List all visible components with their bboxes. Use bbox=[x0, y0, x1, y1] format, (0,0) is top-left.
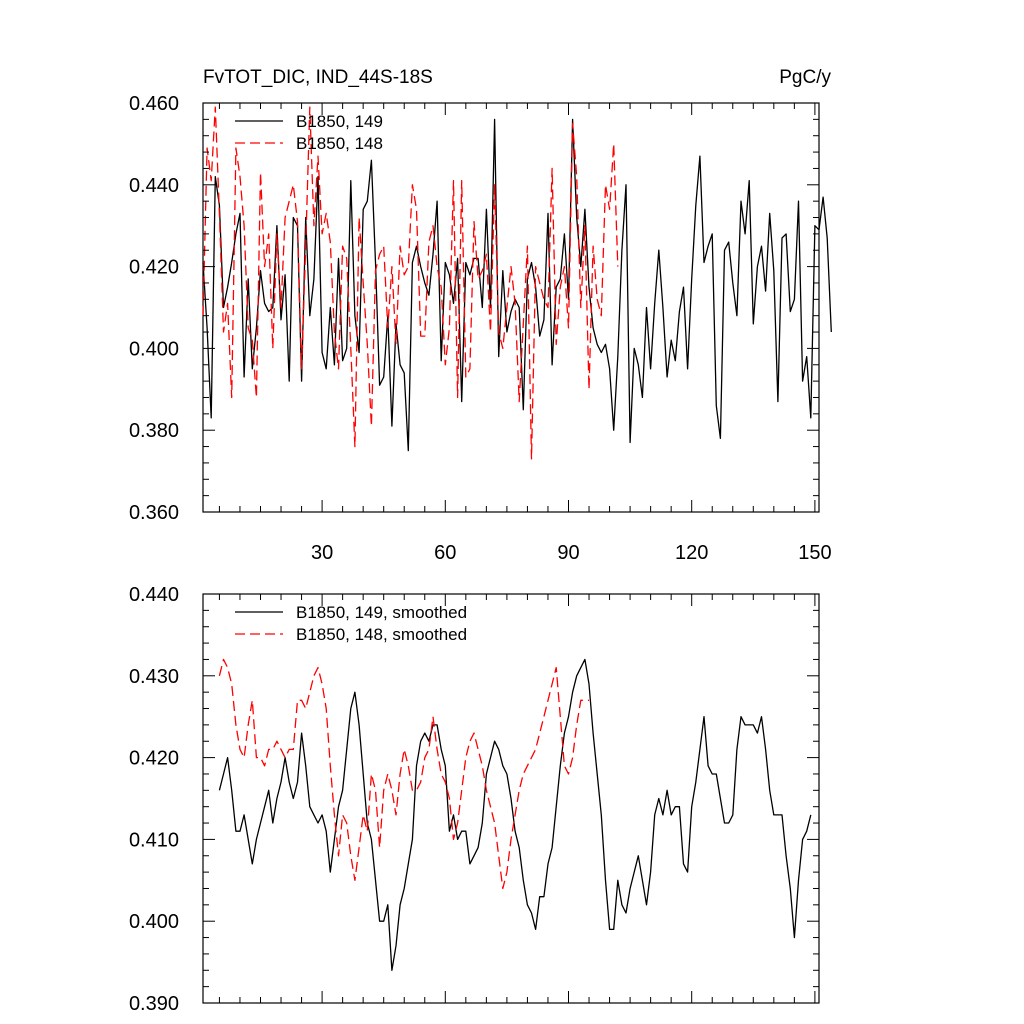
series-line-red bbox=[218, 658, 589, 890]
chart-title: FvTOT_DIC, IND_44S-18S bbox=[203, 67, 433, 88]
x-tick-label: 120 bbox=[675, 542, 708, 564]
bottom-y-axis: 0.390 0.400 0.410 0.420 0.430 0.440 bbox=[129, 584, 819, 1015]
y-tick-label: 0.430 bbox=[129, 666, 179, 688]
bottom-series-group bbox=[218, 658, 812, 971]
top-plot-frame bbox=[202, 102, 820, 513]
y-tick-label: 0.420 bbox=[129, 748, 179, 770]
y-tick-label: 0.440 bbox=[129, 175, 179, 197]
y-tick-label: 0.360 bbox=[129, 502, 179, 524]
y-tick-label: 0.440 bbox=[129, 584, 179, 606]
legend-label: B1850, 149, smoothed bbox=[296, 603, 467, 622]
y-tick-label: 0.400 bbox=[129, 338, 179, 360]
top-panel: FvTOT_DIC, IND_44S-18S PgC/y 0.3600.3800… bbox=[129, 67, 832, 564]
y-tick-label: 0.380 bbox=[129, 420, 179, 442]
legend-label: B1850, 148 bbox=[296, 134, 383, 153]
bottom-plot-frame bbox=[202, 593, 820, 1004]
top-series-group bbox=[202, 106, 832, 460]
x-tick-label: 30 bbox=[311, 542, 333, 564]
x-tick-label: 60 bbox=[434, 542, 456, 564]
units-label: PgC/y bbox=[779, 67, 831, 88]
top-legend: B1850, 149 B1850, 148 bbox=[235, 112, 383, 153]
y-tick-label: 0.460 bbox=[129, 93, 179, 115]
bottom-panel: 0.390 0.400 0.410 0.420 0.430 0.440 B1850, 14… bbox=[129, 584, 820, 1015]
x-tick-label: 90 bbox=[557, 542, 579, 564]
series-line-red bbox=[202, 106, 619, 460]
bottom-legend: B1850, 149, smoothed B1850, 148, smoothed bbox=[235, 603, 467, 644]
top-y-axis: 0.360 0.380 0.400 0.420 0.440 0.460 bbox=[129, 93, 819, 524]
series-line-black bbox=[218, 658, 812, 971]
legend-label: B1850, 149 bbox=[296, 112, 383, 131]
y-tick-label: 0.400 bbox=[129, 911, 179, 933]
y-tick-label: 0.420 bbox=[129, 257, 179, 279]
top-x-axis: 30 60 90 120 150 bbox=[218, 103, 832, 564]
y-tick-label: 0.410 bbox=[129, 829, 179, 851]
legend-label: B1850, 148, smoothed bbox=[296, 625, 467, 644]
series-line-black bbox=[202, 118, 832, 452]
x-tick-label: 150 bbox=[798, 542, 831, 564]
bottom-x-axis bbox=[218, 594, 816, 1003]
y-tick-label: 0.390 bbox=[129, 993, 179, 1015]
